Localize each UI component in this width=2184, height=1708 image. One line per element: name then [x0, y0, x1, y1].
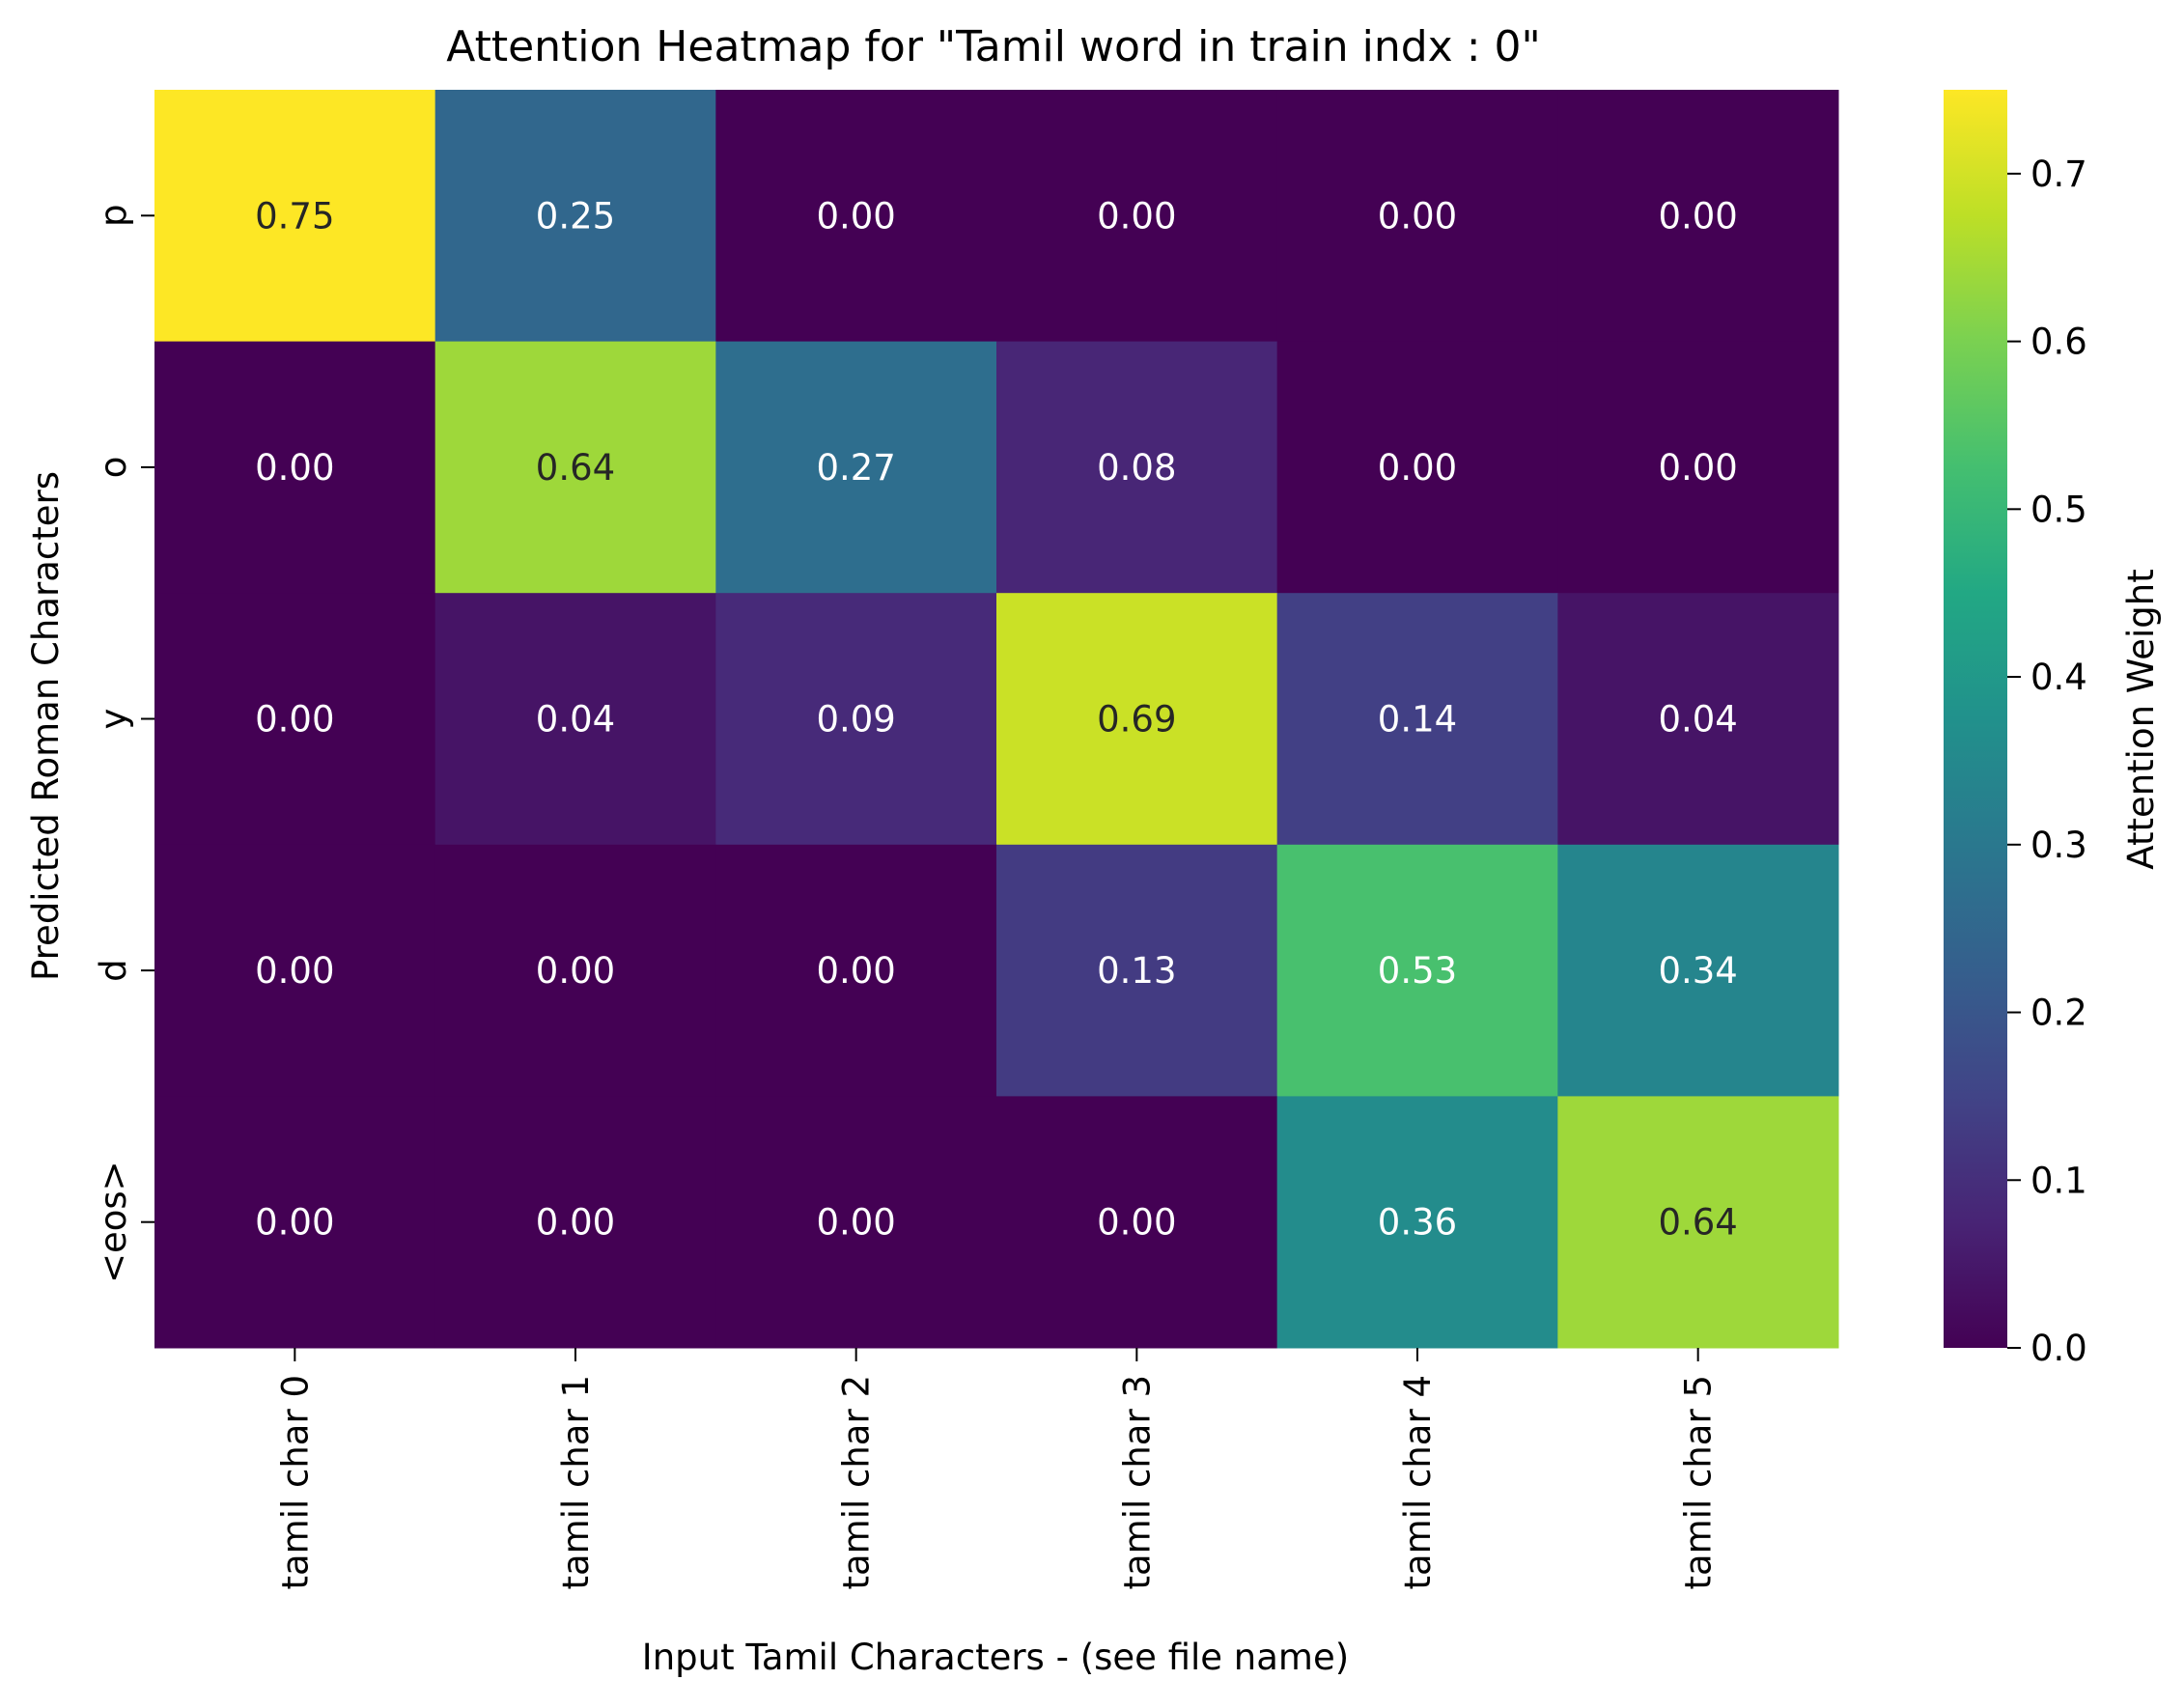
cell-value-label: 0.75 [255, 195, 334, 237]
colorbar-gradient [1944, 90, 2007, 1348]
heatmap-cell [1276, 844, 1558, 1097]
heatmap-cell [1557, 341, 1839, 594]
cell-value-label: 0.00 [255, 447, 334, 489]
heatmap-cell [996, 1096, 1278, 1349]
heatmap-cell [996, 593, 1278, 846]
cell-value-label: 0.27 [816, 447, 895, 489]
heatmap-cell [434, 1096, 716, 1349]
colorbar-tick-label: 0.4 [2030, 657, 2087, 698]
cell-value-label: 0.00 [536, 1202, 615, 1244]
heatmap-cell [996, 341, 1278, 594]
cell-value-label: 0.00 [816, 195, 895, 237]
heatmap-cell [1557, 90, 1839, 343]
cell-value-label: 0.53 [1378, 950, 1457, 992]
cell-value-label: 0.25 [536, 195, 615, 237]
heatmap-cell [1557, 844, 1839, 1097]
colorbar-tick-label: 0.5 [2030, 489, 2087, 530]
heatmap-cell [434, 844, 716, 1097]
cell-value-label: 0.69 [1097, 699, 1176, 741]
colorbar-tick-label: 0.3 [2030, 825, 2087, 866]
y-tick-label: p [93, 205, 134, 228]
x-tick-label: tamil char 1 [555, 1375, 597, 1590]
heatmap-cell [434, 341, 716, 594]
y-tick-label: o [93, 457, 134, 479]
heatmap-cell [715, 90, 997, 343]
cell-value-label: 0.13 [1097, 950, 1176, 992]
heatmap-cell [1276, 341, 1558, 594]
heatmap-cell [715, 1096, 997, 1349]
heatmap-cell [154, 844, 436, 1097]
x-tick-label: tamil char 5 [1678, 1375, 1720, 1590]
colorbar-tick-label: 0.2 [2030, 993, 2087, 1034]
cell-value-label: 0.64 [1658, 1202, 1737, 1244]
x-tick-label: tamil char 3 [1116, 1375, 1158, 1590]
heatmap-cell [1276, 1096, 1558, 1349]
cell-value-label: 0.64 [536, 447, 615, 489]
heatmap-cell [715, 593, 997, 846]
heatmap-cell [154, 1096, 436, 1349]
x-axis: tamil char 0 tamil char 1 tamil char 2 tami… [274, 1348, 1720, 1590]
cell-value-label: 0.00 [1097, 195, 1176, 237]
heatmap-cell-labels: 0.75 0.25 0.00 0.00 0.00 0.00 0.00 0.64 0.27 0.08… [255, 195, 1738, 1243]
y-tick-label: y [93, 709, 134, 730]
y-axis-label: Predicted Roman Characters [25, 471, 67, 981]
cell-value-label: 0.08 [1097, 447, 1176, 489]
x-tick-label: tamil char 0 [274, 1375, 316, 1590]
cell-value-label: 0.09 [816, 699, 895, 741]
x-tick-label: tamil char 4 [1397, 1375, 1439, 1590]
heatmap-cell [434, 90, 716, 343]
cell-value-label: 0.00 [1658, 195, 1737, 237]
colorbar-tick-label: 0.6 [2030, 322, 2087, 363]
y-tick-label: <eos> [93, 1161, 134, 1283]
heatmap-cell [996, 844, 1278, 1097]
x-tick-label: tamil char 2 [836, 1375, 878, 1590]
cell-value-label: 0.00 [255, 699, 334, 741]
x-axis-label: Input Tamil Characters - (see file name) [642, 1637, 1349, 1678]
colorbar-label: Attention Weight [2120, 569, 2162, 869]
colorbar-tick-label: 0.7 [2030, 154, 2087, 195]
heatmap-cell [154, 593, 436, 846]
cell-value-label: 0.04 [1658, 699, 1737, 741]
cell-value-label: 0.34 [1658, 950, 1737, 992]
heatmap-cell [154, 90, 436, 343]
cell-value-label: 0.00 [816, 1202, 895, 1244]
heatmap-cell [1276, 593, 1558, 846]
cell-value-label: 0.00 [1378, 447, 1457, 489]
colorbar: 0.0 0.1 0.2 0.3 0.4 0.5 0.6 0.7 [1944, 90, 2087, 1369]
cell-value-label: 0.36 [1378, 1202, 1457, 1244]
colorbar-tick-label: 0.0 [2030, 1328, 2087, 1369]
cell-value-label: 0.00 [1097, 1202, 1176, 1244]
cell-value-label: 0.00 [255, 950, 334, 992]
colorbar-tick-label: 0.1 [2030, 1160, 2087, 1201]
heatmap-cell [715, 844, 997, 1097]
cell-value-label: 0.04 [536, 699, 615, 741]
y-tick-label: d [93, 959, 134, 982]
cell-value-label: 0.00 [1658, 447, 1737, 489]
chart-title: Attention Heatmap for "Tamil word in tra… [446, 22, 1541, 71]
cell-value-label: 0.00 [255, 1202, 334, 1244]
heatmap-cell [1557, 1096, 1839, 1349]
cell-value-label: 0.00 [1378, 195, 1457, 237]
cell-value-label: 0.00 [536, 950, 615, 992]
y-axis: p o y d <eos> [93, 205, 154, 1283]
heatmap-cell [715, 341, 997, 594]
heatmap-cells [154, 90, 1839, 1349]
cell-value-label: 0.14 [1378, 699, 1457, 741]
heatmap-cell [1276, 90, 1558, 343]
heatmap-cell [996, 90, 1278, 343]
heatmap-cell [154, 341, 436, 594]
heatmap-cell [434, 593, 716, 846]
heatmap-cell [1557, 593, 1839, 846]
cell-value-label: 0.00 [816, 950, 895, 992]
